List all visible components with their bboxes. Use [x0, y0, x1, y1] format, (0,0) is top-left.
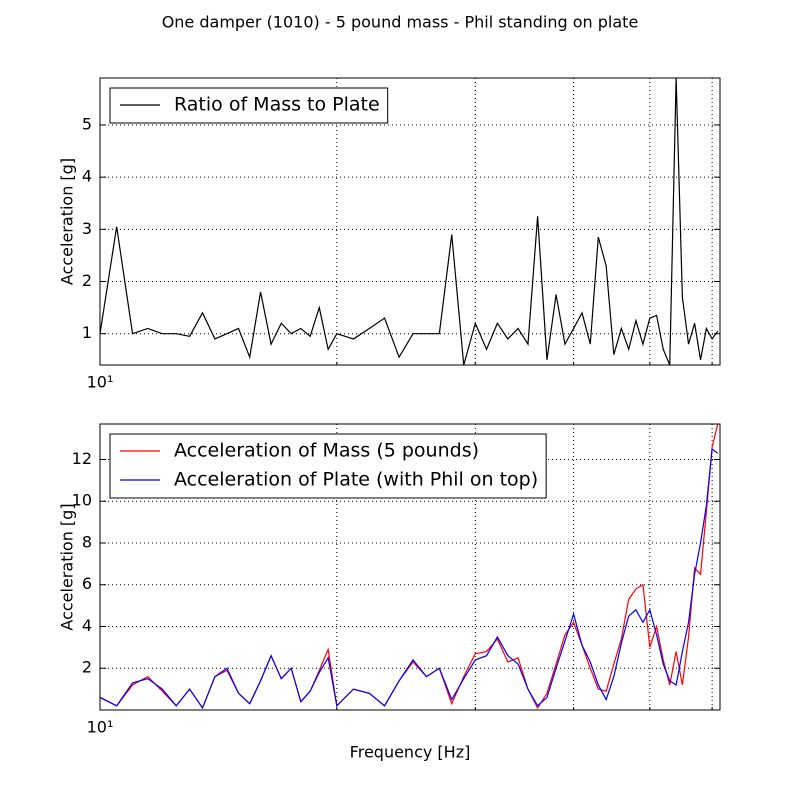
figure-title: One damper (1010) - 5 pound mass - Phil … [162, 13, 639, 32]
legend-label: Ratio of Mass to Plate [174, 94, 380, 116]
x-tick-label: 10¹ [87, 373, 114, 392]
y-tick-label: 4 [82, 616, 92, 635]
y-tick-label: 1 [82, 323, 92, 342]
data-line [100, 78, 719, 365]
y-tick-label: 6 [82, 574, 92, 593]
y-tick-label: 5 [82, 114, 92, 133]
legend-label: Acceleration of Mass (5 pounds) [174, 440, 479, 462]
legend-frame [109, 433, 547, 499]
y-tick-label: 3 [82, 219, 92, 238]
x-tick-label: 10¹ [87, 718, 114, 737]
y-tick-label: 8 [82, 532, 92, 551]
y-tick-label: 4 [82, 167, 92, 186]
axes-frame [99, 77, 721, 366]
y-tick-label: 10 [72, 491, 92, 510]
legend: Acceleration of Mass (5 pounds) Accelerat… [109, 433, 547, 499]
data-line [100, 447, 719, 710]
y-axis-label: Acceleration [g] [58, 158, 77, 285]
legend: Ratio of Mass to Plate [109, 87, 389, 124]
y-axis-label: Acceleration [g] [58, 503, 77, 630]
legend-label: Acceleration of Plate (with Phil on top) [174, 469, 538, 491]
x-axis-label: Frequency [Hz] [350, 743, 471, 762]
y-tick-label: 2 [82, 658, 92, 677]
axes-frame [99, 423, 721, 711]
y-tick-label: 2 [82, 271, 92, 290]
y-tick-label: 12 [72, 449, 92, 468]
